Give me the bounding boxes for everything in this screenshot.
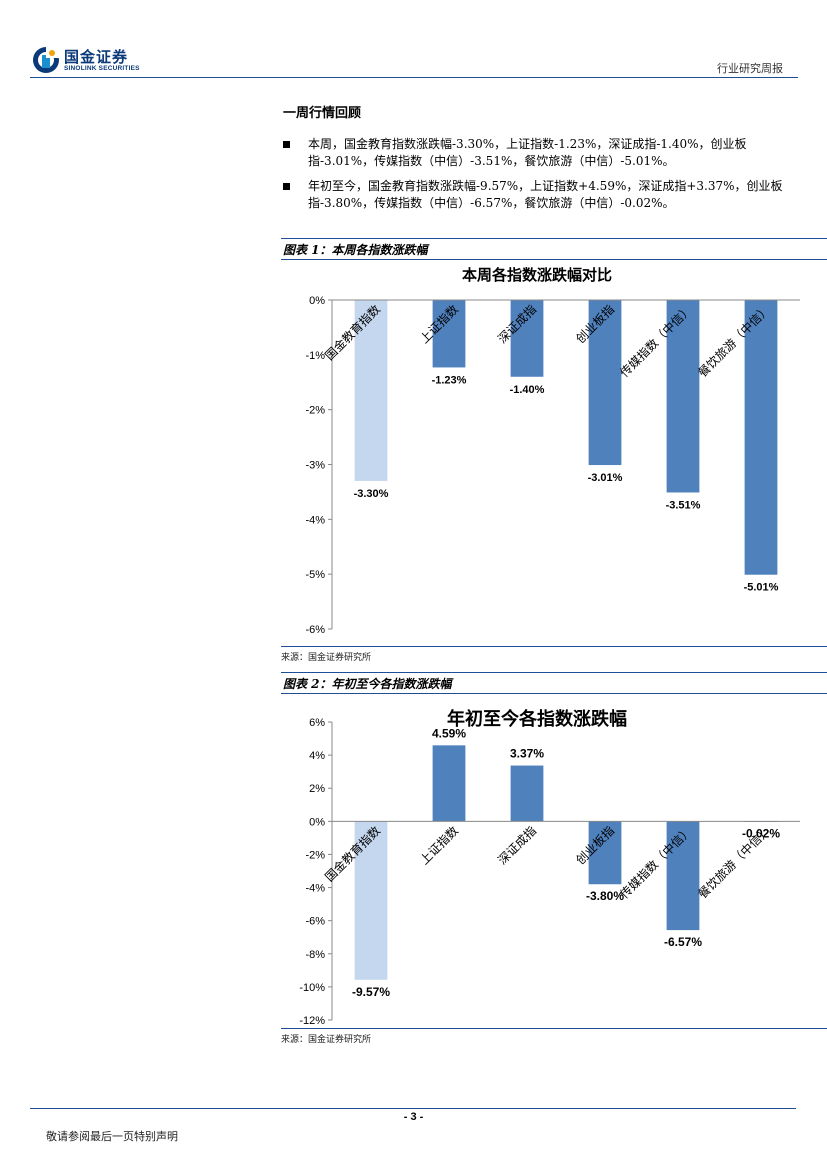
logo-english-name: SINOLINK SECURITIES [64,65,140,72]
data-label: -3.80% [586,889,624,903]
data-label: -1.23% [432,374,467,386]
chart-bar [744,300,778,575]
y-tick-label: -4% [305,883,325,895]
data-label: 3.37% [510,747,544,761]
category-label: 深证成指 [495,823,540,868]
figure-caption: 图表 1：本周各指数涨跌幅 [281,238,827,260]
page-number: - 3 - [403,1111,424,1123]
header-divider [30,77,798,78]
category-label: 餐饮旅游（中信） [695,823,773,901]
data-label: -9.57% [352,985,390,999]
summary-bullet: 年初至今，国金教育指数涨跌幅-9.57%，上证指数+4.59%，深证成指+3.3… [283,178,803,212]
page-header: 国金证券 SINOLINK SECURITIES 行业研究周报 [0,0,827,80]
y-tick-label: -5% [305,569,325,581]
y-tick-label: -2% [305,405,325,417]
bullet-text: 年初至今，国金教育指数涨跌幅-9.57%，上证指数+4.59%，深证成指+3.3… [308,179,783,210]
data-label: -3.51% [666,499,701,511]
y-tick-label: 0% [309,295,325,307]
chart-bar [666,821,700,931]
bullet-square-icon [283,141,290,148]
summary-bullet: 本周，国金教育指数涨跌幅-3.30%，上证指数-1.23%，深证成指-1.40%… [283,136,803,170]
y-tick-label: -10% [299,982,325,994]
chart-bar [432,745,466,822]
report-type-label: 行业研究周报 [717,62,783,75]
y-tick-label: -1% [305,350,325,362]
y-tick-label: 4% [309,750,325,762]
y-tick-label: -12% [299,1015,325,1027]
logo-mark-icon [33,46,60,73]
data-label: -6.57% [664,935,702,949]
y-tick-label: -8% [305,949,325,961]
y-tick-label: -6% [305,916,325,928]
chart-bar [432,300,466,368]
chart-bar [510,300,544,377]
y-tick-label: 6% [309,717,325,729]
data-label: -5.01% [744,582,779,594]
logo-chinese-name: 国金证券 [64,48,129,66]
chart-bar [588,821,622,885]
chart-title: 年初至今各指数涨跌幅 [447,708,627,730]
figure-source: 来源：国金证券研究所 [281,1028,827,1045]
chart-bar [510,765,544,822]
chart-title: 本周各指数涨跌幅对比 [462,266,612,284]
bullet-text: 本周，国金教育指数涨跌幅-3.30%，上证指数-1.23%，深证成指-1.40%… [308,137,747,168]
data-label: -0.02% [742,827,780,841]
footer-disclaimer: 敬请参阅最后一页特别声明 [46,1130,178,1143]
chart-bar [354,821,388,980]
y-tick-label: 2% [309,783,325,795]
chart-bar [666,300,700,493]
chart-weekly-svg: 本周各指数涨跌幅对比 0% -1% -2% -3% -4% -5% -6% -3.30% -1.2… [305,266,800,636]
y-tick-label: 0% [309,816,325,828]
footer-divider [30,1108,796,1109]
y-tick-label: -2% [305,849,325,861]
chart-weekly: 本周各指数涨跌幅对比 0% -1% -2% -3% -4% -5% -6% -3.30% -1.2… [281,260,827,646]
data-label: -1.40% [510,384,545,396]
figure-source: 来源：国金证券研究所 [281,646,827,663]
company-logo: 国金证券 SINOLINK SECURITIES [32,46,162,78]
data-label: 4.59% [432,726,466,740]
y-tick-label: -4% [305,514,325,526]
y-tick-label: -6% [305,624,325,636]
figure-caption: 图表 2：年初至今各指数涨跌幅 [281,672,827,694]
chart-bar [354,300,388,481]
category-label: 上证指数 [417,823,462,868]
data-label: -3.30% [354,488,389,500]
chart-ytd-svg: 年初至今各指数涨跌幅 6% 4% 2% 0% -2% -4% -6% -8% -10% -12% -9… [299,708,800,1027]
chart-bar [588,300,622,466]
data-label: -3.01% [588,472,623,484]
bullet-square-icon [283,183,290,190]
chart-ytd: 年初至今各指数涨跌幅 6% 4% 2% 0% -2% -4% -6% -8% -10% -12% -9… [281,695,827,1028]
section-title: 一周行情回顾 [283,106,362,121]
y-tick-label: -3% [305,460,325,472]
